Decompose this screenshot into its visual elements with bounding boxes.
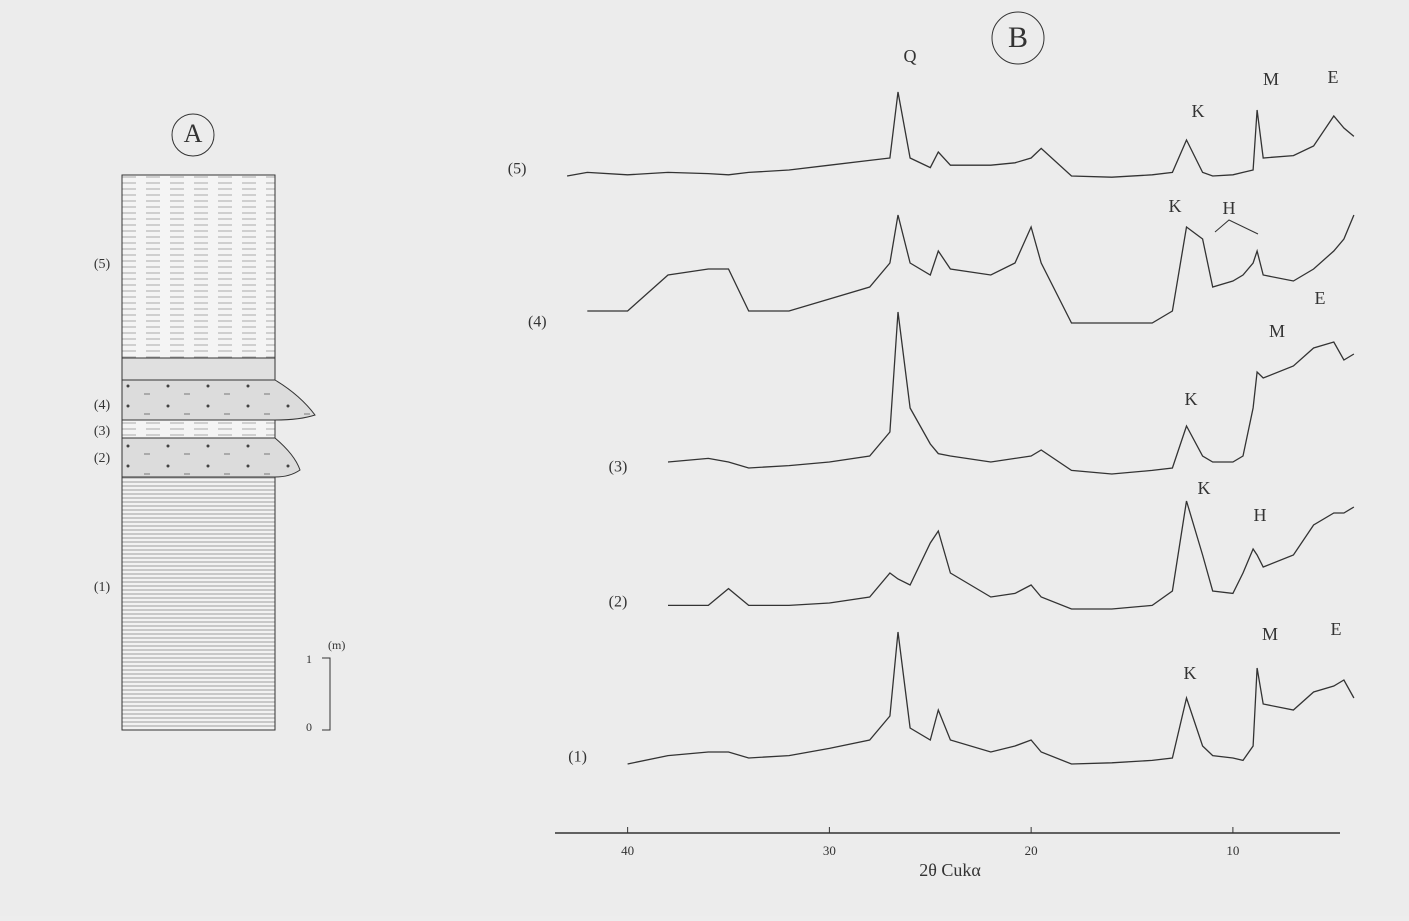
scale-tick: 0: [306, 720, 312, 734]
stratigraphic-column: A (5) (4) (3) (2) (1) (m) 1 0: [94, 113, 345, 734]
scale-unit: (m): [328, 638, 345, 652]
peak-label: K: [1185, 389, 1198, 409]
xrd-panel: B 2θ Cukα 40 30 20 10 (5) (4) (3) (2) (1) Q K M E K H M…: [508, 11, 1355, 880]
x-tick-label: 30: [823, 843, 836, 858]
xrd-trace: [566, 91, 1355, 178]
series-label: (1): [568, 749, 587, 766]
xrd-trace: [587, 214, 1355, 324]
x-axis-label: 2θ Cukα: [919, 860, 981, 880]
layer-5: [121, 174, 276, 359]
layer-label: (2): [94, 451, 111, 466]
layer-label: (4): [94, 398, 111, 413]
x-tick-label: 20: [1025, 843, 1038, 858]
peak-label: K: [1198, 478, 1211, 498]
x-tick-label: 40: [621, 843, 634, 858]
layer-transition: [121, 357, 276, 381]
peak-label: M: [1263, 69, 1279, 89]
peak-label: M: [1269, 321, 1285, 341]
panel-label-circle: [991, 11, 1045, 65]
peak-label: K: [1184, 663, 1197, 683]
xrd-trace: [667, 311, 1355, 475]
xrd-trace: [627, 631, 1355, 765]
peak-label: H: [1254, 505, 1267, 525]
panel-label: A: [184, 119, 203, 148]
peak-label: H: [1223, 198, 1236, 218]
peak-label: K: [1192, 101, 1205, 121]
x-tick-label: 10: [1226, 843, 1239, 858]
layer-1: [121, 476, 276, 731]
panel-label: B: [1008, 21, 1028, 54]
series-label: (5): [508, 161, 527, 178]
scale-tick: 1: [306, 652, 312, 666]
layer-label: (1): [94, 580, 111, 595]
series-label: (4): [528, 314, 547, 331]
scale-bar: [322, 657, 331, 731]
peak-label: E: [1331, 619, 1342, 639]
peak-label: Q: [904, 46, 917, 66]
peak-label: M: [1262, 624, 1278, 644]
layer-label: (5): [94, 257, 111, 272]
xrd-trace: [668, 500, 1355, 610]
layer-label: (3): [94, 424, 111, 439]
series-label: (2): [609, 594, 628, 611]
layer-2: [121, 437, 301, 478]
series-label: (3): [609, 459, 628, 476]
bracket: [1214, 219, 1259, 235]
peak-label: K: [1169, 196, 1182, 216]
peak-label: E: [1328, 67, 1339, 87]
panel-label-circle: [171, 113, 215, 157]
layer-4: [121, 379, 316, 421]
peak-label: E: [1315, 288, 1326, 308]
layer-3: [121, 419, 276, 439]
